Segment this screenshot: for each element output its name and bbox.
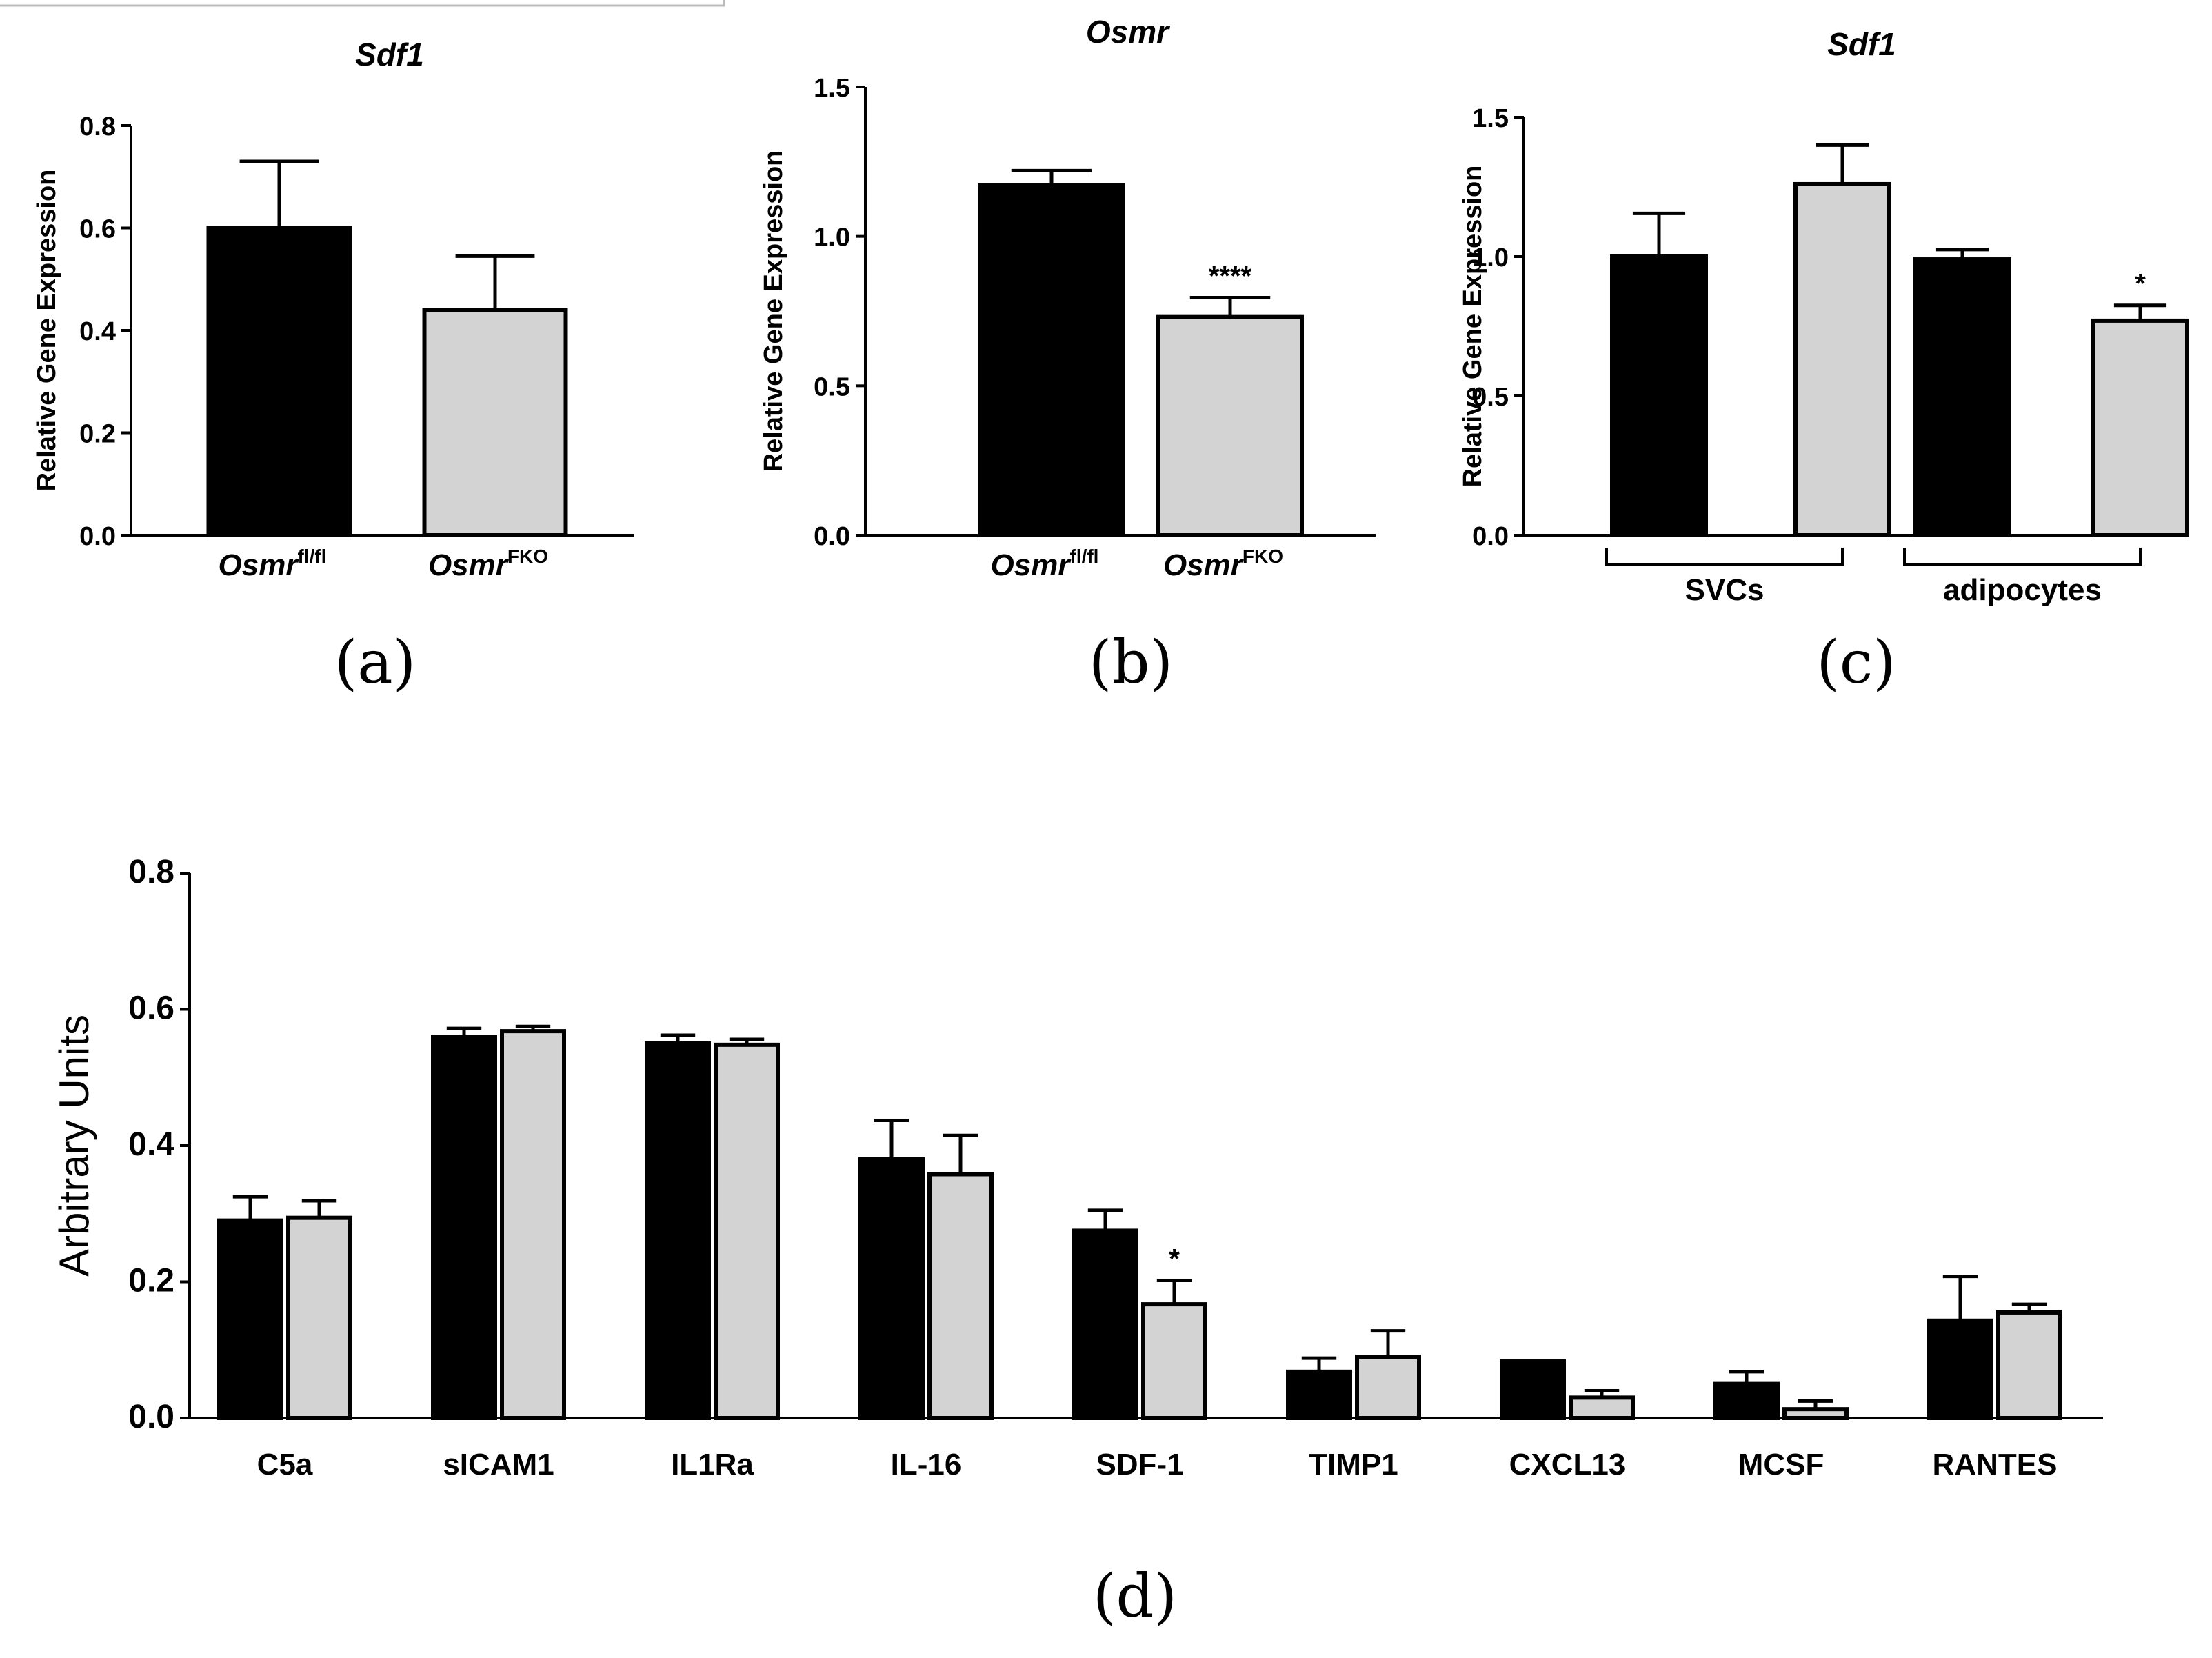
x-category-label: CXCL13 — [1509, 1448, 1626, 1481]
bar — [1072, 1228, 1138, 1420]
bar — [978, 183, 1125, 537]
bar — [1500, 1359, 1566, 1420]
x-category-label: RANTES — [1933, 1448, 2058, 1481]
bar — [2091, 318, 2189, 537]
chart-panel-a: 0.0 0.2 0.4 0.6 0.8 Relative Gene Expression S… — [32, 37, 634, 582]
chart-title: Sdf1 — [1827, 26, 1896, 62]
bar — [206, 226, 352, 537]
frame-artifact — [0, 0, 725, 7]
y-axis-label: Arbitrary Units — [51, 1015, 97, 1277]
bar — [1156, 314, 1304, 537]
bar — [1927, 1318, 1993, 1420]
panel-label-c: (c) — [1816, 628, 1896, 697]
y-tick-label: 0.8 — [128, 854, 174, 890]
y-tick-label: 0.4 — [79, 317, 116, 346]
group-bracket — [1903, 548, 2142, 566]
bar — [1782, 1407, 1849, 1420]
x-category-label: MCSF — [1738, 1448, 1824, 1481]
y-tick-label: 1.0 — [814, 223, 850, 252]
group-label: SVCs — [1685, 573, 1764, 607]
y-axis-label: Relative Gene Expression — [1458, 166, 1487, 488]
y-tick-label: 0.0 — [128, 1399, 174, 1435]
x-category-label: Osmrfl/fl — [991, 546, 1099, 582]
bar — [1793, 181, 1891, 537]
y-tick-label: 0.4 — [128, 1126, 174, 1163]
bar — [1286, 1369, 1352, 1420]
bar — [1141, 1302, 1207, 1421]
y-tick-label: 0.5 — [1472, 383, 1509, 412]
x-category-label: OsmrFKO — [428, 546, 548, 582]
chart-title: Osmr — [1086, 14, 1170, 50]
bar — [1996, 1310, 2062, 1420]
panel-label-a: (a) — [334, 628, 416, 697]
bar — [1913, 257, 2011, 537]
y-tick-label: 1.0 — [1472, 243, 1509, 272]
x-category-label: IL1Ra — [671, 1448, 754, 1481]
significance-marker: * — [2135, 269, 2146, 299]
x-category-label: Osmrfl/fl — [219, 546, 327, 582]
chart-title: Sdf1 — [355, 37, 424, 72]
y-tick-label: 0.0 — [1472, 522, 1509, 551]
bar — [1569, 1395, 1635, 1420]
y-tick-label: 0.6 — [79, 215, 116, 244]
significance-marker: * — [1169, 1244, 1180, 1275]
bar — [217, 1218, 283, 1420]
bar — [422, 308, 568, 537]
y-tick-label: 0.0 — [79, 522, 116, 551]
group-bracket — [1605, 548, 1844, 566]
y-tick-label: 0.2 — [128, 1263, 174, 1299]
y-tick-label: 0.6 — [128, 990, 174, 1027]
bar — [1713, 1381, 1780, 1420]
significance-marker: **** — [1209, 261, 1252, 292]
y-tick-label: 0.8 — [79, 112, 116, 141]
x-category-label: OsmrFKO — [1163, 546, 1283, 582]
x-category-label: IL-16 — [891, 1448, 962, 1481]
bar — [927, 1172, 994, 1420]
y-tick-label: 1.5 — [1472, 104, 1509, 133]
bar — [1355, 1355, 1421, 1420]
y-axis-label: Relative Gene Expression — [32, 170, 61, 492]
bar — [286, 1215, 352, 1421]
bar — [431, 1035, 497, 1420]
y-tick-label: 0.2 — [79, 420, 116, 449]
bar — [858, 1157, 925, 1420]
panel-label-b: (b) — [1089, 628, 1173, 697]
chart-panel-d: 0.0 0.2 0.4 0.6 0.8 Arbitrary Units C5a sICAM1 I… — [51, 854, 2103, 1481]
bar — [645, 1041, 711, 1420]
x-category-label: sICAM1 — [443, 1448, 554, 1481]
y-tick-label: 0.0 — [814, 522, 850, 551]
chart-panel-b: 0.0 0.5 1.0 1.5 Relative Gene Expression Osmr… — [759, 14, 1376, 582]
x-category-label: C5a — [257, 1448, 313, 1481]
y-tick-label: 0.5 — [814, 372, 850, 401]
x-category-label: SDF-1 — [1096, 1448, 1183, 1481]
y-tick-label: 1.5 — [814, 74, 850, 103]
panel-label-d: (d) — [1093, 1562, 1177, 1631]
chart-panel-c: 0.0 0.5 1.0 1.5 Relative Gene Expression Sdf1… — [1458, 26, 2189, 607]
group-label: adipocytes — [1943, 573, 2102, 607]
bar — [714, 1042, 780, 1420]
bar — [1610, 254, 1708, 537]
y-axis-label: Relative Gene Expression — [759, 150, 788, 472]
x-category-label: TIMP1 — [1309, 1448, 1398, 1481]
bar — [500, 1029, 566, 1420]
